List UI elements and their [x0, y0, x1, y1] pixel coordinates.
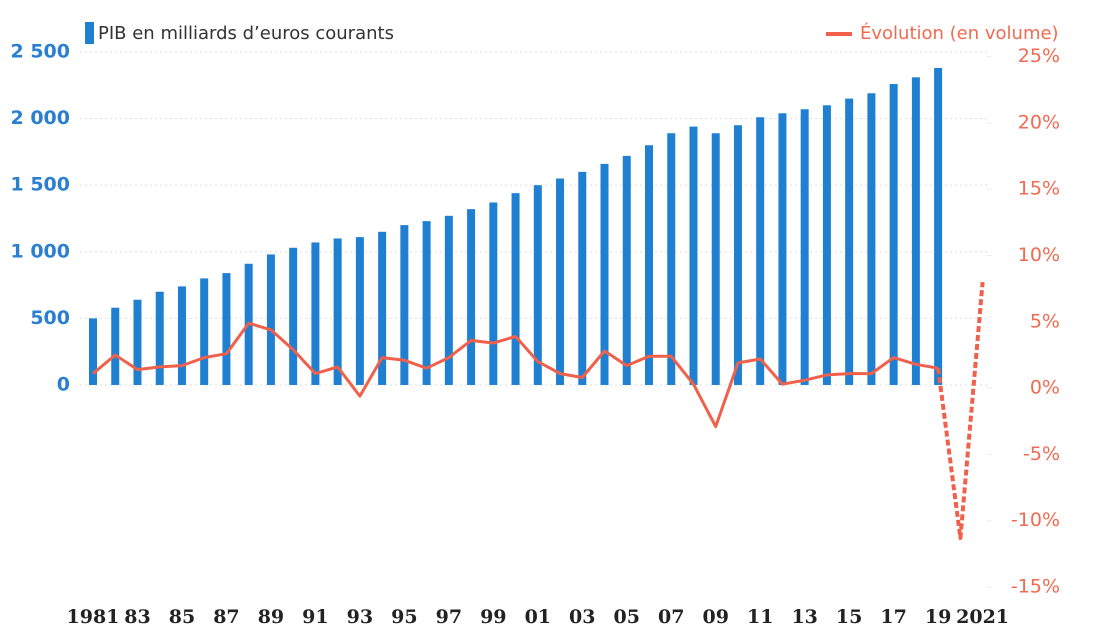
bar — [133, 299, 142, 385]
bar — [934, 67, 943, 385]
y-tick-label: 1 000 — [11, 240, 71, 262]
y-tick-label: 0 — [57, 373, 70, 395]
x-tick-label: 1981 — [67, 606, 120, 628]
legend-label: Évolution (en volume) — [860, 22, 1059, 44]
bar — [711, 133, 720, 385]
legend-swatch-bar — [85, 22, 94, 44]
bar — [778, 113, 787, 385]
bar — [333, 238, 342, 385]
x-tick-label: 89 — [258, 606, 284, 628]
bar — [800, 109, 809, 385]
y2-tick-label: -5% — [1023, 443, 1060, 465]
bar — [533, 185, 542, 385]
bar — [400, 225, 409, 385]
x-tick-label: 95 — [391, 606, 417, 628]
bar — [511, 193, 520, 385]
x-tick-label: 93 — [347, 606, 373, 628]
bar — [177, 286, 186, 385]
x-tick-label: 07 — [658, 606, 684, 628]
x-tick-label: 83 — [124, 606, 150, 628]
x-tick-label: 15 — [836, 606, 862, 628]
bar — [622, 155, 631, 385]
x-tick-label: 85 — [169, 606, 195, 628]
bar — [889, 83, 898, 385]
x-tick-label: 09 — [702, 606, 728, 628]
bar — [422, 221, 431, 385]
legend-label: PIB en milliards d’euros courants — [98, 23, 394, 44]
bar — [733, 125, 742, 385]
bar — [845, 98, 854, 385]
x-tick-label: 19 — [925, 606, 951, 628]
line-projection — [936, 281, 985, 540]
x-tick-label: 99 — [480, 606, 506, 628]
bar — [222, 273, 231, 385]
x-tick-label: 11 — [747, 606, 773, 628]
x-tick-label: 17 — [880, 606, 906, 628]
bar — [911, 77, 920, 385]
bar — [111, 307, 120, 385]
y2-tick-label: 15% — [1018, 178, 1060, 200]
y2-tick-label: 20% — [1018, 111, 1060, 133]
x-tick-label: 97 — [436, 606, 462, 628]
bar — [89, 318, 97, 385]
y-tick-label: 2 000 — [11, 107, 71, 129]
y2-tick-label: 5% — [1030, 310, 1060, 332]
x-tick-label: 91 — [302, 606, 328, 628]
x-tick-label: 03 — [569, 606, 595, 628]
line-series — [92, 321, 939, 429]
y2-tick-label: -10% — [1011, 509, 1060, 531]
bar — [266, 254, 275, 385]
x-tick-label: 87 — [213, 606, 239, 628]
y2-tick-label: -15% — [1011, 576, 1060, 598]
bar — [756, 117, 765, 385]
bar — [467, 209, 476, 385]
bar — [489, 202, 498, 385]
bar — [689, 126, 698, 385]
bar — [578, 171, 587, 385]
x-tick-label: 05 — [614, 606, 640, 628]
bar — [200, 278, 209, 385]
x-tick-label: 2021 — [956, 606, 1009, 628]
x-tick-label: 01 — [525, 606, 551, 628]
bar — [355, 237, 364, 385]
bar — [289, 247, 298, 385]
bar — [822, 105, 831, 385]
bar — [378, 231, 387, 385]
y2-tick-label: 0% — [1030, 377, 1060, 399]
bar — [867, 93, 876, 385]
bar — [645, 145, 653, 385]
y-tick-label: 500 — [30, 307, 70, 329]
bar — [155, 291, 164, 385]
bar — [556, 178, 565, 385]
bar — [600, 163, 609, 385]
bar — [667, 133, 676, 385]
y-tick-label: 1 500 — [11, 174, 71, 196]
x-tick-label: 13 — [791, 606, 817, 628]
bar — [311, 242, 320, 385]
bar — [444, 215, 453, 385]
y2-tick-label: 10% — [1018, 244, 1060, 266]
y2-tick-label: 25% — [1018, 45, 1060, 67]
y-tick-label: 2 500 — [11, 40, 71, 62]
